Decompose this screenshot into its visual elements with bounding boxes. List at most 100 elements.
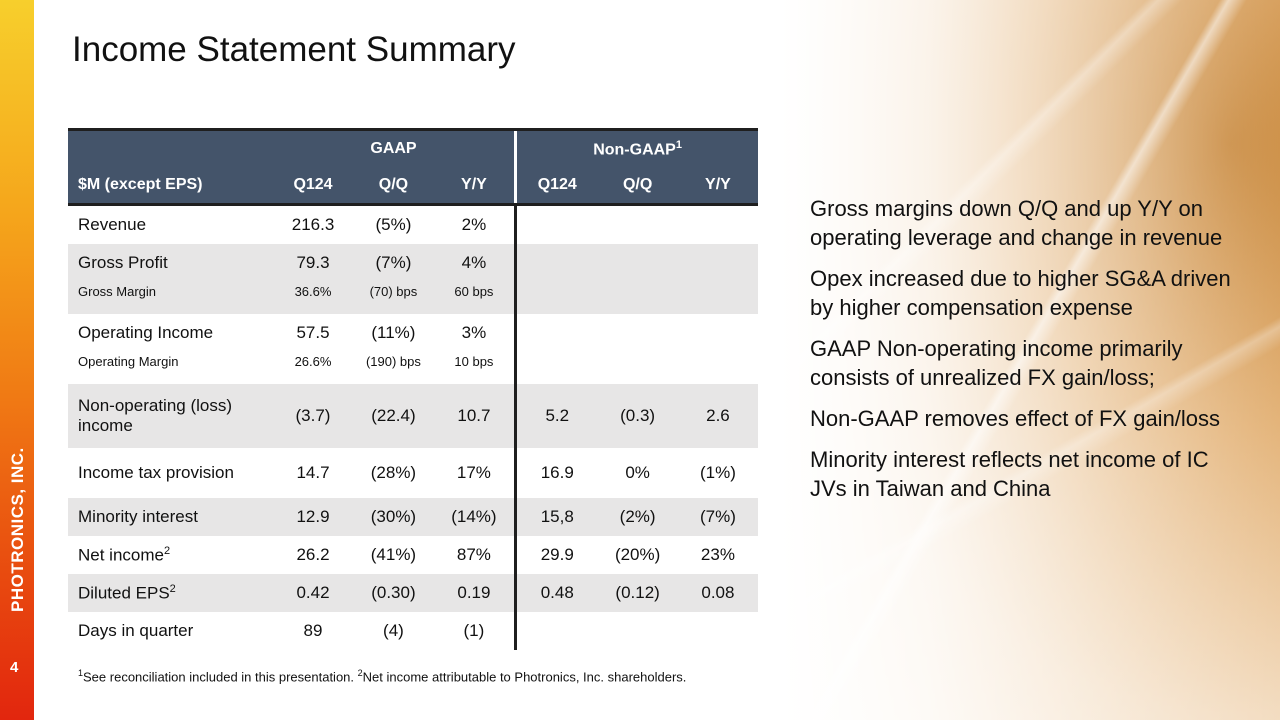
table-cell (677, 282, 758, 314)
table-cell: 2.6 (677, 384, 758, 448)
table-cell: 12.9 (272, 498, 354, 536)
column-header: Q/Q (597, 167, 678, 206)
brand-label: PHOTRONICS, INC. (8, 447, 27, 612)
brand-sidebar: PHOTRONICS, INC. 4 (0, 0, 34, 720)
table-cell: (190) bps (365, 354, 421, 369)
row-label: Diluted EPS2 (68, 574, 273, 612)
page-title: Income Statement Summary (72, 30, 516, 69)
table-cell: (7%) (353, 244, 434, 282)
table-row: Operating Income 57.5 (11%) 3% (68, 314, 758, 352)
table-cell: (14%) (433, 498, 516, 536)
footnote-marker: 2 (163, 544, 171, 557)
table-row: Income tax provision 14.7 (28%) 17% 16.9… (68, 448, 758, 498)
table-cell: (5%) (375, 215, 412, 234)
row-label: Operating Income (78, 323, 214, 342)
row-label: Minority interest (68, 498, 273, 536)
bullet-item: Minority interest reflects net income of… (810, 447, 1209, 501)
table-row: Operating Margin 26.6% (190) bps 10 bps (68, 352, 758, 384)
table-cell: (4) (383, 621, 404, 640)
table-cell: (0.30) (353, 574, 434, 612)
table-cell: 0.08 (677, 574, 758, 612)
row-label-text: Net income (78, 545, 164, 565)
table-row: Revenue 216.3 (5%) 2% (68, 204, 758, 245)
column-header: Q/Q (353, 167, 434, 206)
table-cell: 4% (433, 244, 516, 282)
bullet-item: Gross margins down Q/Q and up Y/Y on ope… (810, 196, 1223, 250)
table-cell: 79.3 (272, 244, 354, 282)
table-row: Non-operating (loss) income (3.7) (22.4)… (68, 384, 758, 448)
table-row: Minority interest 12.9 (30%) (14%) 15,8 … (68, 498, 758, 536)
table-group-header-row: GAAP Non-GAAP1 (68, 128, 758, 167)
column-header: Y/Y (433, 167, 516, 206)
nongaap-footnote-marker: 1 (675, 138, 682, 151)
table-cell: 16.9 (514, 448, 598, 498)
table-cell (678, 314, 758, 352)
footnote-text-1: See reconciliation included in this pres… (83, 669, 358, 685)
footnote-text-2: Net income attributable to Photronics, I… (362, 669, 687, 685)
table-cell (597, 244, 678, 282)
decorative-background (780, 0, 1280, 720)
table-row: Days in quarter 89 (4) (1) (68, 612, 758, 650)
footnote-marker: 2 (169, 582, 176, 595)
table-cell: 26.6% (294, 354, 332, 369)
table-cell (597, 205, 677, 245)
table-cell: 26.2 (296, 545, 330, 564)
table-cell: (28%) (370, 463, 417, 482)
table-cell: 5.2 (514, 384, 598, 448)
row-label: Net income2 (68, 536, 273, 574)
gaap-group-header: GAAP (272, 128, 516, 167)
row-label: Non-operating (loss) income (68, 384, 273, 448)
table-cell: (70) bps (353, 282, 434, 314)
table-cell: 29.9 (514, 536, 598, 574)
table-cell: 36.6% (272, 282, 354, 314)
bullet-item: GAAP Non-operating income primarily cons… (810, 336, 1183, 390)
table-corner-cell (68, 128, 273, 167)
table-row: Gross Margin 36.6% (70) bps 60 bps (68, 282, 758, 314)
row-label: Days in quarter (78, 621, 194, 640)
table-cell (597, 352, 677, 384)
row-header-label: $M (except EPS) (68, 167, 273, 206)
bullet-item: Non-GAAP removes effect of FX gain/loss (810, 406, 1221, 431)
table-cell: (20%) (614, 545, 661, 564)
table-cell: 23% (700, 545, 735, 564)
column-header: Q124 (272, 167, 354, 206)
table-cell: 2% (461, 215, 487, 234)
table-cell (514, 314, 598, 352)
row-label-text: Diluted EPS (78, 583, 170, 603)
table-cell: (3.7) (272, 384, 354, 448)
table-cell (678, 352, 758, 384)
table-cell: (1) (463, 621, 485, 640)
table-cell: 87% (456, 545, 491, 564)
table-cell: (1%) (699, 463, 736, 482)
nongaap-group-header: Non-GAAP1 (514, 128, 758, 167)
table-cell: (7%) (677, 498, 758, 536)
table-cell (678, 205, 758, 245)
column-header: Q124 (514, 167, 598, 206)
table-row: Diluted EPS2 0.42 (0.30) 0.19 0.48 (0.12… (68, 574, 758, 612)
table-cell (678, 612, 758, 650)
table-cell: (0.3) (597, 384, 678, 448)
table-cell: 17% (456, 463, 491, 482)
page-number: 4 (10, 659, 19, 676)
row-label: Revenue (78, 215, 147, 234)
table-cell: 216.3 (291, 215, 335, 234)
table-cell: (0.12) (597, 574, 678, 612)
table-cell (514, 612, 598, 650)
footnote-marker-2: 2 (357, 668, 363, 678)
nongaap-group-label: Non-GAAP (593, 141, 676, 159)
table-cell (597, 314, 677, 352)
table-cell (597, 282, 678, 314)
table-cell: 10.7 (433, 384, 516, 448)
table-column-header-row: $M (except EPS) Q124 Q/Q Y/Y Q124 Q/Q Y/… (68, 167, 758, 206)
table-cell: (22.4) (353, 384, 434, 448)
table-cell: 0.42 (272, 574, 354, 612)
table-cell (514, 282, 598, 314)
table-cell: 89 (303, 621, 323, 640)
row-label: Income tax provision (78, 463, 234, 482)
table-cell (514, 244, 598, 282)
table-cell: 57.5 (296, 323, 330, 342)
bullet-item: Opex increased due to higher SG&A driven… (810, 266, 1231, 320)
table-cell: (2%) (597, 498, 678, 536)
table-cell (677, 244, 758, 282)
table-cell: 0.19 (433, 574, 516, 612)
